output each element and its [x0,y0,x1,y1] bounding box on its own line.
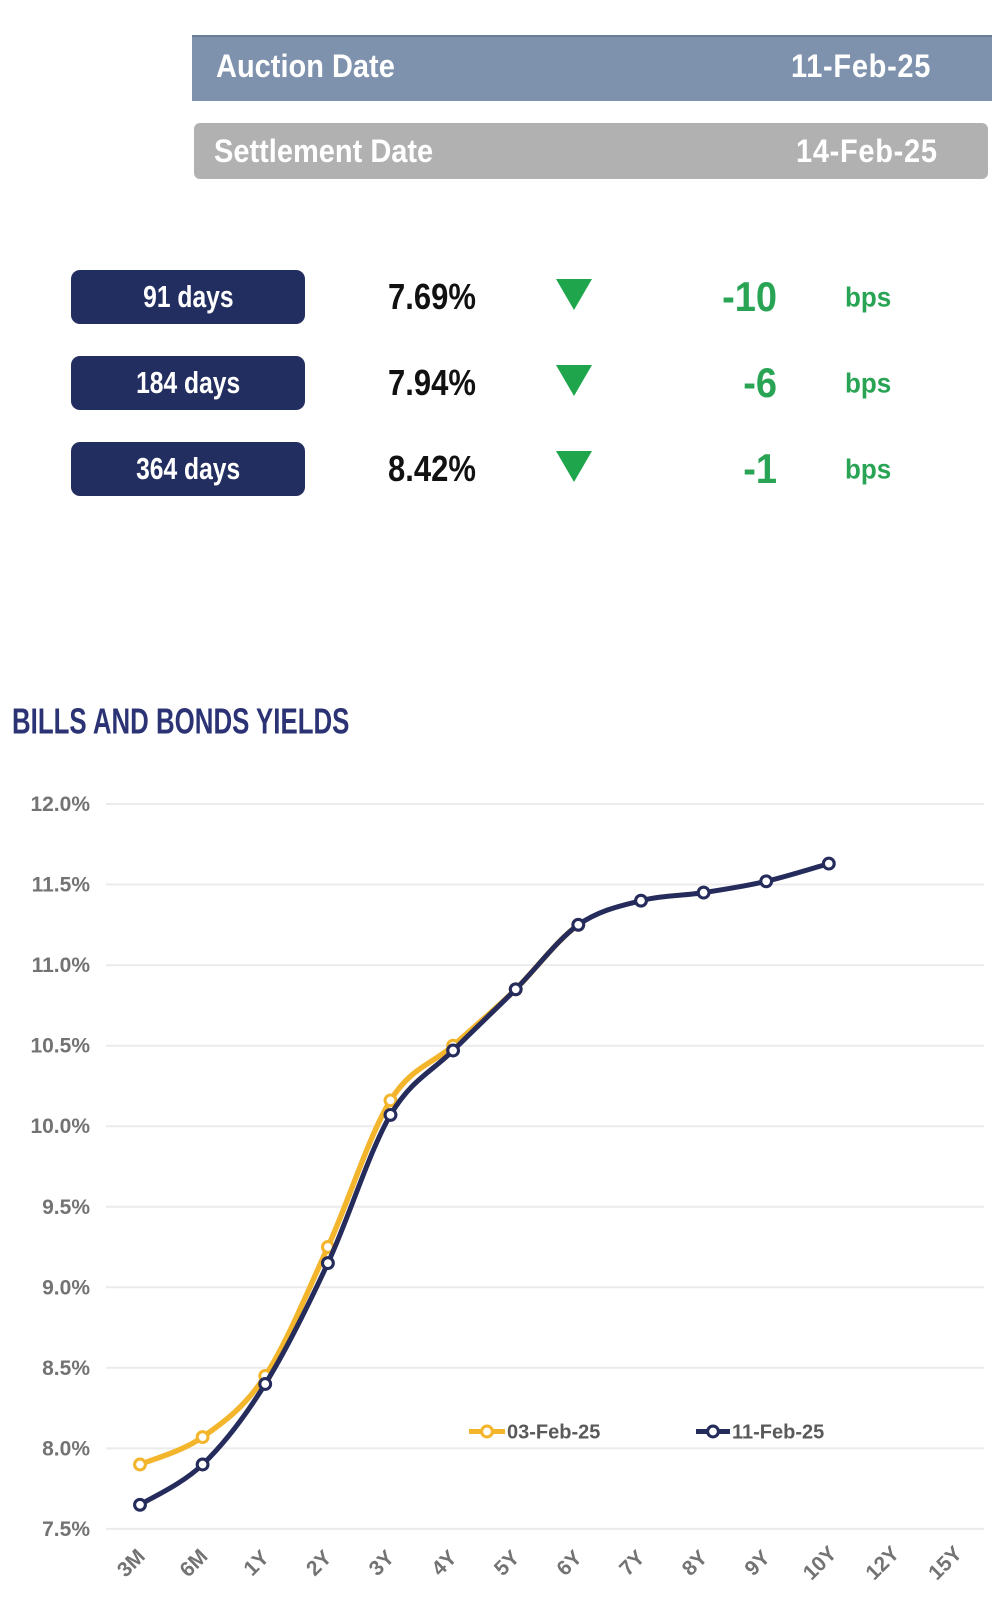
svg-text:8.5%: 8.5% [42,1357,90,1380]
svg-text:10.5%: 10.5% [30,1035,90,1058]
svg-text:11.5%: 11.5% [32,874,91,897]
svg-text:11.0%: 11.0% [32,954,91,977]
svg-text:1Y: 1Y [239,1546,273,1580]
svg-text:7.5%: 7.5% [42,1518,90,1541]
svg-text:03-Feb-25: 03-Feb-25 [507,1422,600,1444]
svg-text:12.0%: 12.0% [30,793,90,816]
svg-text:12Y: 12Y [861,1542,904,1585]
svg-text:2Y: 2Y [302,1546,336,1580]
svg-text:10Y: 10Y [799,1542,842,1585]
svg-text:9.5%: 9.5% [42,1196,90,1219]
svg-text:6M: 6M [176,1545,213,1582]
svg-text:3M: 3M [113,1545,150,1582]
svg-text:7Y: 7Y [615,1546,649,1580]
svg-text:5Y: 5Y [490,1546,524,1580]
svg-text:8.0%: 8.0% [42,1437,90,1460]
svg-text:6Y: 6Y [552,1546,586,1580]
svg-text:10.0%: 10.0% [30,1115,90,1138]
svg-text:8Y: 8Y [678,1546,712,1580]
svg-text:3Y: 3Y [365,1546,399,1580]
svg-text:9.0%: 9.0% [42,1276,90,1299]
svg-text:11-Feb-25: 11-Feb-25 [732,1422,824,1444]
svg-text:9Y: 9Y [740,1546,774,1580]
svg-text:4Y: 4Y [427,1546,461,1580]
svg-text:15Y: 15Y [924,1542,967,1585]
